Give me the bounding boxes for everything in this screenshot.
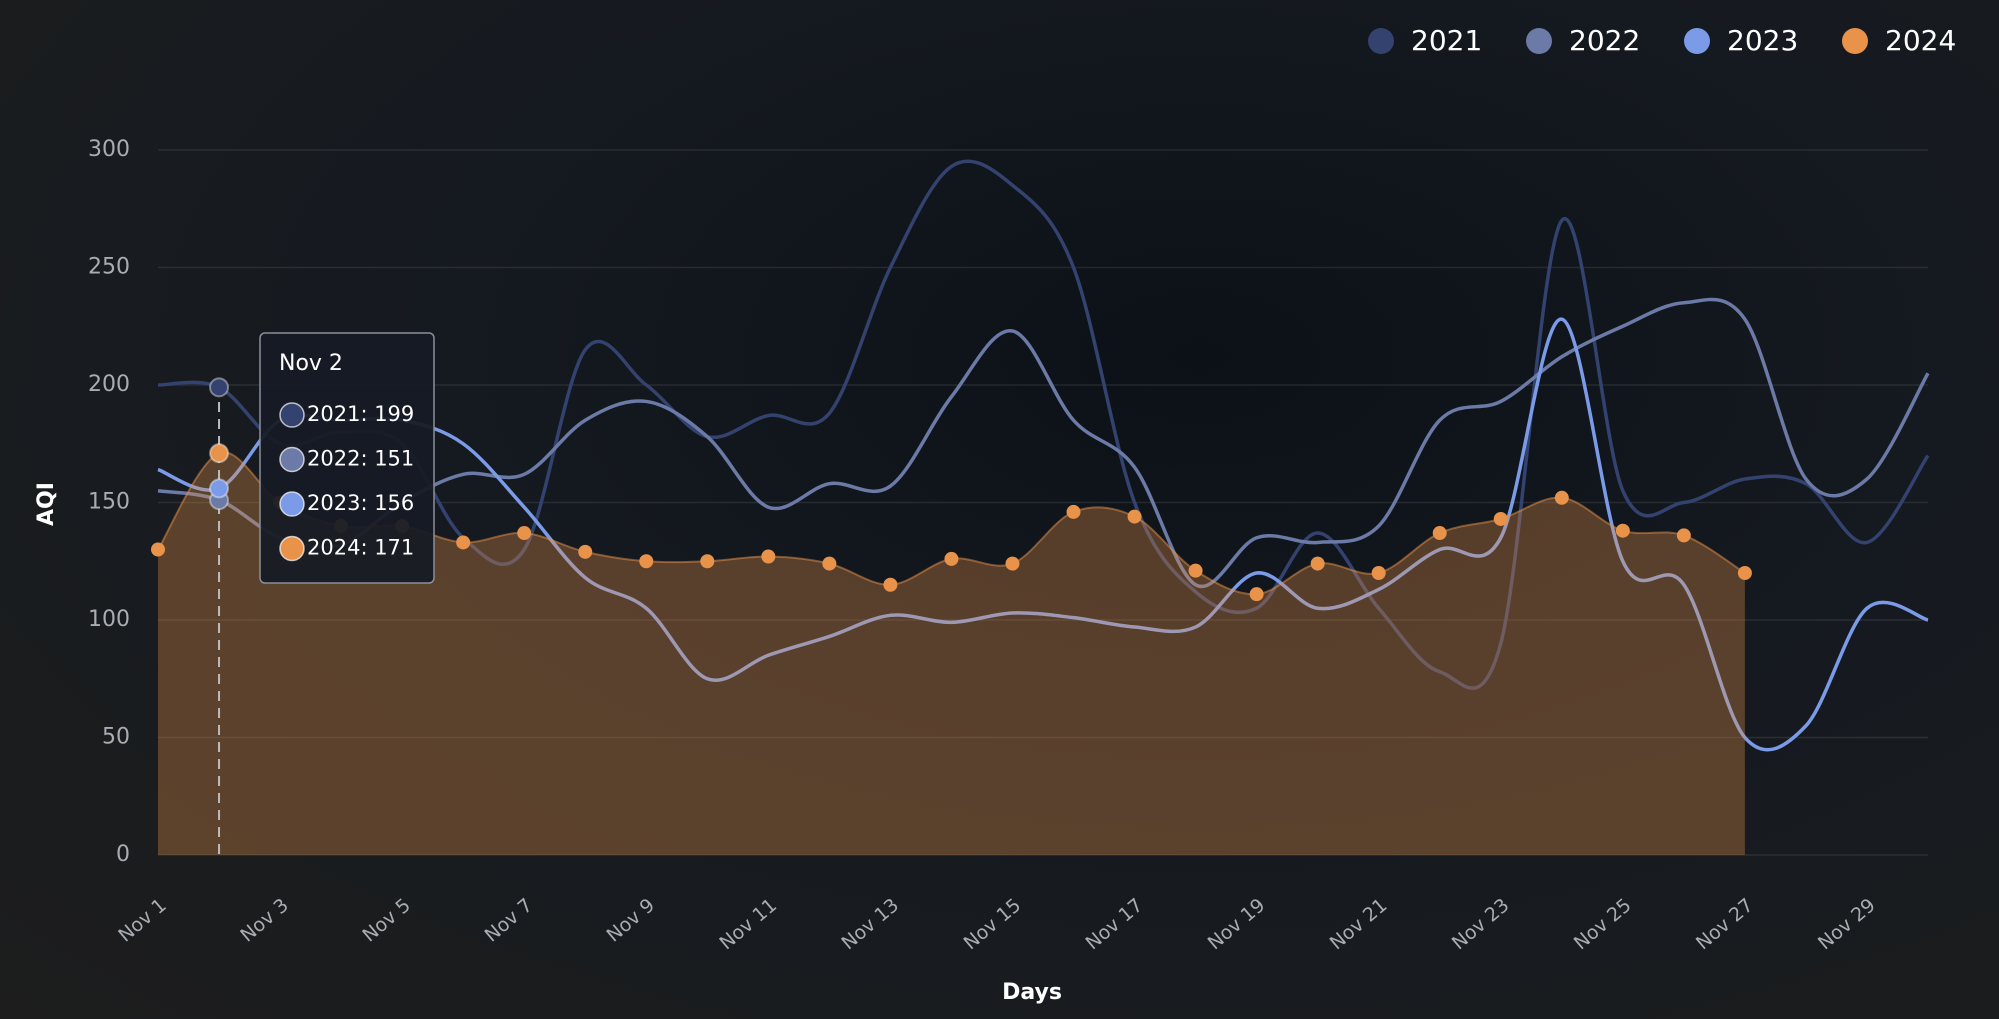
x-tick-label: Nov 7 [481,894,537,946]
tooltip-item: 2022: 151 [307,447,414,471]
point [1066,504,1081,519]
x-tick-label: Nov 29 [1814,894,1880,954]
point [1005,556,1020,571]
legend-label: 2024 [1885,24,1956,57]
x-tick-label: Nov 9 [603,894,659,946]
line [157,297,1930,589]
legend-label: 2021 [1411,24,1482,57]
x-tick-label: Nov 27 [1692,894,1758,954]
tooltip-swatch [279,491,305,517]
x-tick-label: Nov 19 [1204,894,1270,954]
point [822,556,837,571]
line [157,159,1930,690]
y-axis-label: AQI [34,482,59,526]
legend-label: 2022 [1569,24,1640,57]
y-tick-label: 300 [88,137,130,162]
y-tick-label: 200 [88,372,130,397]
x-tick-label: Nov 17 [1082,894,1148,954]
point [456,535,471,550]
point [1371,566,1386,580]
x-tick-label: Nov 11 [715,894,781,954]
x-tick-label: Nov 23 [1448,894,1514,954]
legend-swatch [1842,28,1868,54]
y-tick-label: 50 [102,725,130,750]
tooltip-swatch [279,446,305,473]
legend-label: 2023 [1727,24,1798,57]
area [158,452,1745,855]
line [157,317,1929,752]
point [517,526,532,541]
hover-point [209,478,230,499]
point [1676,528,1691,543]
hover-point [209,377,230,398]
legend-swatch [1526,28,1552,54]
point [1188,563,1203,578]
x-tick-label: Nov 13 [837,894,903,954]
point [1737,566,1752,580]
point [1615,523,1630,538]
tooltip-item: 2021: 199 [307,402,414,426]
point [151,542,165,557]
tooltip: Nov 2 2021: 199 2022: 151 2023: 156 2024: 17… [259,332,435,584]
point [578,544,593,559]
tooltip-item: 2023: 156 [307,491,414,515]
tooltip-swatch [279,402,305,428]
x-tick-label: Nov 15 [960,894,1026,954]
x-tick-label: Nov 21 [1326,894,1392,954]
point [639,554,654,569]
point [1432,526,1447,541]
tooltip-box [259,332,435,584]
legend-swatch [1684,28,1710,54]
point [883,577,898,592]
point [1249,587,1264,602]
tooltip-item: 2024: 171 [307,536,414,560]
hover-point [209,443,230,464]
y-tick-label: 0 [116,842,130,867]
point [700,554,715,569]
x-axis-label: Days [1002,980,1062,1005]
tooltip-title: Nov 2 [279,351,343,376]
y-tick-label: 100 [88,607,130,632]
legend-swatch [1368,28,1394,54]
x-tick-label: Nov 5 [358,894,414,946]
y-tick-label: 250 [88,255,130,280]
point [761,549,776,564]
point [1493,511,1508,526]
x-tick-label: Nov 3 [236,894,292,946]
x-tick-label: Nov 25 [1570,894,1636,954]
point [1554,490,1569,505]
point [944,551,959,566]
y-tick-label: 150 [88,490,130,515]
point [1310,556,1325,571]
x-tick-label: Nov 1 [114,894,170,946]
tooltip-swatch [279,535,305,562]
point [1127,509,1142,524]
